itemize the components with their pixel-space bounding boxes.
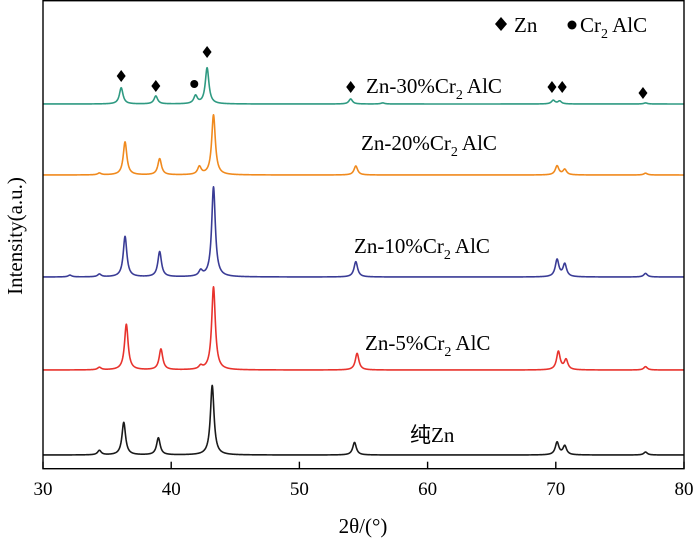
x-axis-title: 2θ/(°) <box>339 514 388 538</box>
series-line-4 <box>42 66 685 105</box>
zn-phase-marker-1 <box>151 80 161 92</box>
x-tick-label-0: 30 <box>34 479 53 500</box>
series-label-zn-5: Zn-5%Cr2 AlC <box>365 331 490 360</box>
plot-frame <box>42 0 685 470</box>
series-line-2 <box>42 185 685 278</box>
series-layer <box>42 66 685 456</box>
x-tick-layer: 30 40 50 60 70 80 <box>34 461 694 500</box>
series-line-1 <box>42 286 685 371</box>
y-axis-title: Intensity(a.u.) <box>3 177 27 295</box>
zn-phase-marker-3 <box>202 46 212 58</box>
zn-phase-marker-6 <box>557 81 567 93</box>
zn-phase-marker-0 <box>116 70 126 82</box>
x-tick-label-4: 70 <box>546 479 565 500</box>
legend: Zn Cr2 AlC <box>495 13 647 42</box>
series-line-3 <box>42 113 685 176</box>
zn-phase-marker-5 <box>547 81 557 93</box>
x-tick-label-1: 40 <box>162 479 181 500</box>
series-label-zn-20: Zn-20%Cr2 AlC <box>361 131 497 160</box>
legend-diamond-marker <box>495 17 507 31</box>
x-tick-label-3: 60 <box>418 479 437 500</box>
series-label-pure-zn: 纯Zn <box>410 423 455 447</box>
zn-phase-marker-4 <box>346 81 356 93</box>
series-line-0 <box>42 384 685 456</box>
series-label-layer: Zn-30%Cr2 AlC Zn-20%Cr2 AlC Zn-10%Cr2 Al… <box>354 74 502 447</box>
legend-label-zn: Zn <box>514 13 538 37</box>
zn-phase-marker-7 <box>638 87 648 99</box>
legend-label-cr2alc: Cr2 AlC <box>580 13 647 42</box>
x-tick-label-5: 80 <box>675 479 694 500</box>
cr2alc-phase-marker-2 <box>190 80 199 88</box>
x-tick-label-2: 50 <box>290 479 309 500</box>
legend-circle-marker <box>567 20 577 30</box>
series-label-zn-30: Zn-30%Cr2 AlC <box>366 74 502 103</box>
phase-marker-layer <box>116 46 648 99</box>
series-label-zn-10: Zn-10%Cr2 AlC <box>354 234 490 263</box>
